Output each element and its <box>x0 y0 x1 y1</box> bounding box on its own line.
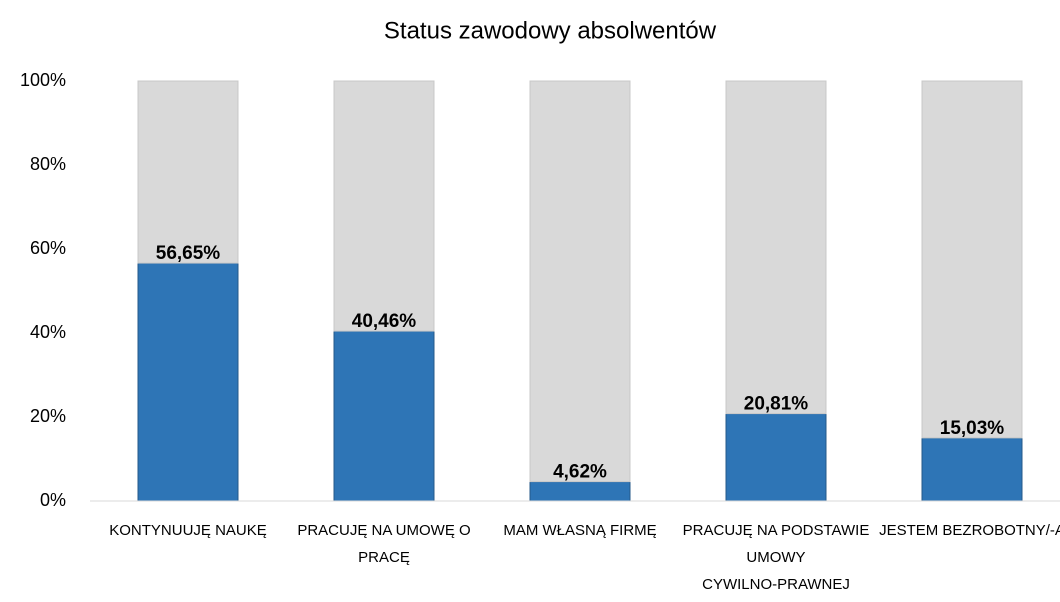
bar <box>921 80 1023 439</box>
y-tick-label: 0% <box>40 490 66 510</box>
bar <box>529 481 631 502</box>
y-tick-label: 100% <box>20 70 66 90</box>
value-label: 56,65% <box>156 243 221 264</box>
x-tick-label: KONTYNUUJĘ NAUKĘ <box>109 522 267 539</box>
bar <box>333 330 435 502</box>
value-label: 4,62% <box>553 462 607 483</box>
bar <box>137 262 239 502</box>
bar <box>529 80 631 483</box>
value-label: 40,46% <box>352 311 417 332</box>
bar <box>725 80 827 415</box>
x-tick-label: MAM WŁASNĄ FIRMĘ <box>503 522 656 539</box>
bar <box>921 437 1023 502</box>
y-tick-label: 40% <box>30 322 66 342</box>
x-tick-label: PRACUJĘ NA PODSTAWIE UMOWY CYWILNO-PRAWNEJ <box>683 522 870 593</box>
value-label: 20,81% <box>744 394 809 415</box>
chart-title: Status zawodowy absolwentów <box>384 17 717 44</box>
bar <box>137 80 239 264</box>
value-label: 15,03% <box>940 418 1005 439</box>
bar <box>725 413 827 502</box>
bar <box>333 80 435 332</box>
y-tick-label: 80% <box>30 154 66 174</box>
y-tick-label: 60% <box>30 238 66 258</box>
y-tick-label: 20% <box>30 406 66 426</box>
x-tick-label: PRACUJĘ NA UMOWĘ O PRACĘ <box>297 522 470 566</box>
x-tick-label: JESTEM BEZROBOTNY/-A <box>879 522 1060 539</box>
